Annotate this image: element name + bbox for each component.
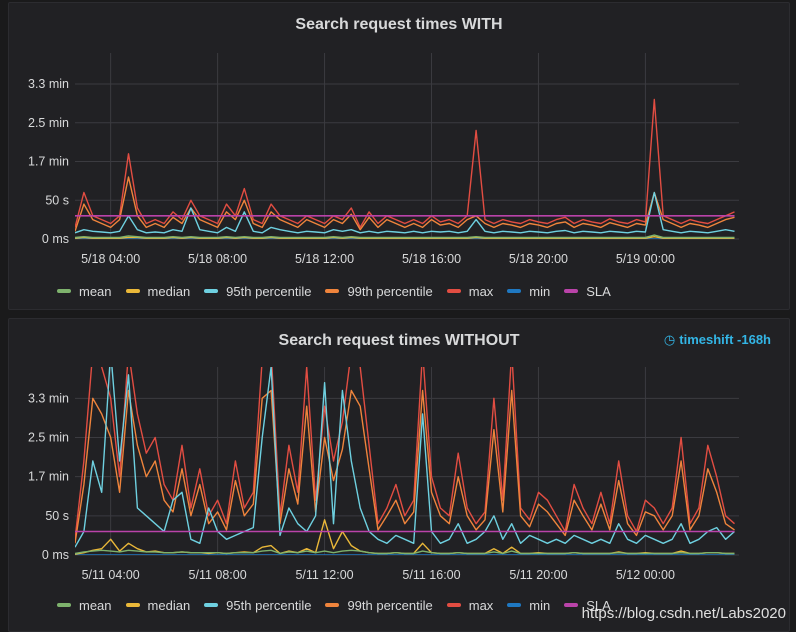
panel-title[interactable]: Search request times WITH [295, 16, 503, 33]
legend-item[interactable]: 99th percentile [325, 597, 433, 613]
series-line-max [75, 367, 735, 540]
panel-without: Search request times WITHOUT ◷ timeshift … [8, 318, 790, 632]
legend-swatch [564, 603, 579, 607]
legend-swatch [57, 289, 71, 293]
legend-swatch [564, 289, 579, 293]
legend-label: SLA [586, 283, 611, 299]
y-tick-label: 1.7 min [28, 470, 69, 484]
legend-swatch [57, 603, 71, 607]
series-line-99th-percentile [75, 176, 735, 232]
clock-icon: ◷ [663, 332, 676, 347]
legend-label: SLA [586, 597, 611, 613]
legend-item[interactable]: 95th percentile [204, 284, 311, 299]
legend-label: 99th percentile [347, 597, 433, 613]
legend-item[interactable]: max [446, 283, 494, 299]
legend-label: mean [79, 283, 112, 299]
chart-without: 0 ms 50 s 1.7 min 2.5 min 3.3 min 5/11 04:00 5… [28, 367, 739, 582]
x-tick-label: 5/18 08:00 [188, 252, 247, 266]
x-tick-label: 5/11 20:00 [509, 568, 567, 582]
legend-label: min [529, 283, 551, 299]
legend-label: max [468, 283, 494, 299]
y-tick-label: 3.3 min [28, 391, 69, 405]
series-line-95th-percentile [75, 367, 735, 548]
legend-swatch [204, 289, 219, 293]
legend-label: mean [79, 597, 112, 613]
legend-swatch [446, 289, 461, 293]
timeshift-label: timeshift -168h [679, 332, 771, 347]
legend-item[interactable]: max [446, 597, 494, 613]
legend-swatch [325, 289, 340, 293]
legend-label: max [468, 597, 494, 613]
x-tick-label: 5/18 12:00 [295, 252, 354, 266]
chart-with: 0 ms 50 s 1.7 min 2.5 min 3.3 min 5/18 04:00 5… [28, 53, 739, 266]
legend-swatch [507, 289, 522, 293]
legend-swatch [125, 289, 140, 293]
legend-swatch [446, 603, 461, 607]
y-tick-label: 0 ms [42, 548, 69, 562]
x-tick-label: 5/11 12:00 [295, 568, 353, 582]
series-line-max [75, 98, 735, 229]
legend-label: 99th percentile [347, 283, 433, 299]
legend: mean median 95th percentile 99th percentile… [57, 282, 625, 300]
x-tick-label: 5/18 20:00 [509, 252, 568, 266]
series-line-95th-percentile [75, 191, 735, 234]
y-tick-label: 50 s [45, 193, 69, 207]
legend-item[interactable]: 99th percentile [325, 283, 433, 299]
y-tick-label: 0 ms [42, 232, 69, 246]
y-tick-label: 50 s [45, 509, 69, 523]
y-tick-label: 3.3 min [28, 77, 69, 91]
y-tick-label: 2.5 min [28, 431, 69, 445]
x-tick-label: 5/11 08:00 [189, 568, 247, 582]
legend-item[interactable]: median [125, 283, 191, 299]
legend-label: median [147, 283, 191, 299]
x-tick-label: 5/11 04:00 [82, 568, 140, 582]
y-tick-label: 1.7 min [28, 155, 69, 169]
x-tick-label: 5/11 16:00 [402, 568, 460, 582]
x-tick-label: 5/12 00:00 [616, 568, 675, 582]
legend-item[interactable]: SLA [564, 284, 611, 299]
panel-title[interactable]: Search request times WITHOUT [278, 332, 520, 349]
legend-item[interactable]: 95th percentile [204, 598, 311, 613]
legend-label: min [529, 597, 551, 613]
y-tick-label: 2.5 min [28, 116, 69, 130]
legend-label: median [147, 597, 191, 613]
timeshift-indicator: ◷ timeshift -168h [664, 332, 771, 348]
x-tick-label: 5/19 00:00 [616, 252, 675, 266]
legend-label: 95th percentile [226, 283, 312, 299]
series-line-99th-percentile [75, 389, 735, 544]
legend-item[interactable]: mean [57, 284, 112, 299]
legend-item[interactable]: SLA [564, 598, 611, 613]
series-line-median [75, 519, 735, 555]
legend-item[interactable]: min [507, 284, 550, 299]
series-line-mean [75, 234, 735, 239]
legend-label: 95th percentile [226, 597, 312, 613]
legend-item[interactable]: median [125, 597, 191, 613]
legend-item[interactable]: mean [57, 598, 112, 613]
legend-swatch [507, 603, 522, 607]
x-tick-label: 5/18 16:00 [402, 252, 461, 266]
legend-item[interactable]: min [507, 598, 550, 613]
watermark: https://blog.csdn.net/Labs2020 [581, 605, 786, 622]
panel-with: Search request times WITH 0 ms 50 s 1.7 mi… [8, 2, 790, 310]
series-line-mean [75, 549, 735, 555]
legend-swatch [325, 603, 340, 607]
x-tick-label: 5/18 04:00 [81, 252, 140, 266]
legend: mean median 95th percentile 99th percentile… [57, 596, 625, 614]
legend-swatch [125, 603, 140, 607]
series-line-median [75, 235, 735, 239]
legend-swatch [204, 603, 219, 607]
